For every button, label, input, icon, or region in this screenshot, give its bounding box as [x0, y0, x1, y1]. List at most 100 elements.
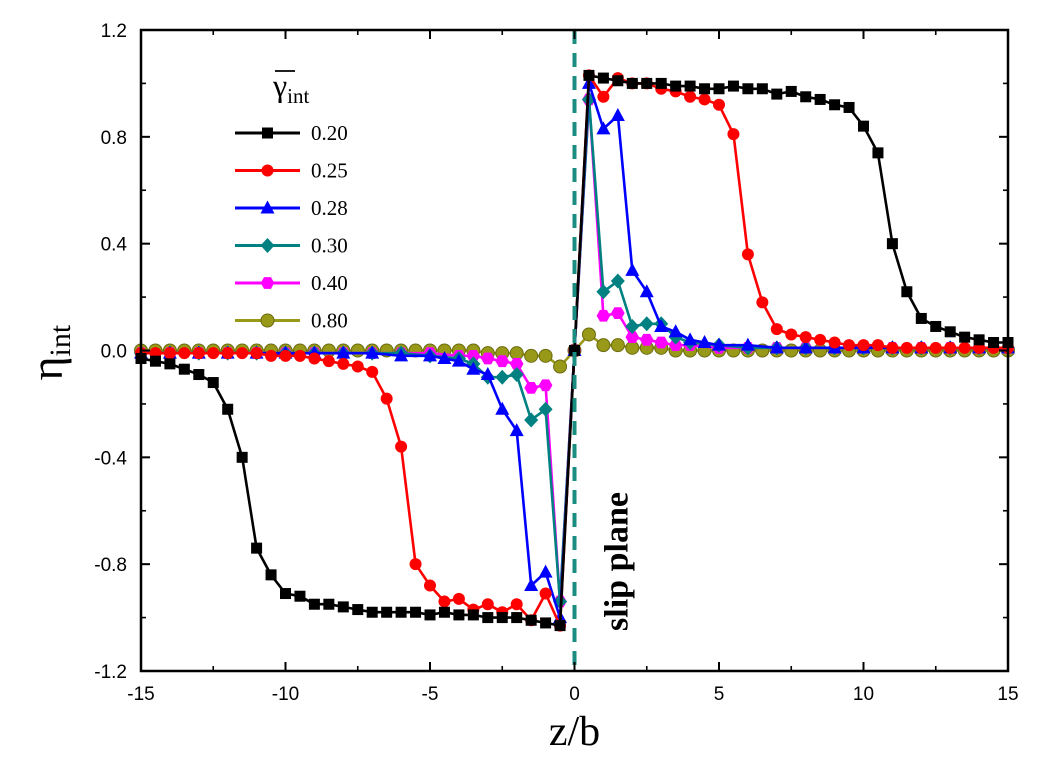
data-point-0.25 — [871, 339, 884, 352]
data-point-0.28 — [798, 340, 813, 354]
data-point-0.80 — [581, 327, 596, 342]
data-point-0.25 — [452, 592, 465, 605]
data-point-0.25 — [322, 355, 335, 368]
data-point-0.20 — [178, 363, 190, 375]
data-point-0.28 — [423, 348, 437, 362]
data-point-0.25 — [279, 349, 292, 362]
data-point-0.20 — [800, 91, 812, 103]
data-point-0.20 — [395, 606, 407, 618]
data-point-0.25 — [207, 347, 220, 360]
data-point-0.80 — [524, 348, 539, 363]
data-point-0.25 — [192, 347, 205, 360]
legend-item-0.25: 0.25 — [235, 159, 348, 183]
data-point-0.25 — [741, 248, 754, 261]
x-tick-label: 15 — [997, 684, 1018, 705]
y-tick-label: 1.2 — [101, 21, 127, 42]
data-point-0.40 — [611, 307, 625, 319]
data-point-0.20 — [641, 77, 653, 89]
data-point-0.20 — [511, 612, 523, 624]
data-point-0.80 — [553, 359, 568, 374]
data-point-0.30 — [596, 284, 611, 300]
data-point-0.28 — [712, 337, 726, 351]
data-point-0.80 — [538, 348, 553, 363]
data-point-0.28 — [654, 318, 669, 332]
legend-item-0.28: 0.28 — [235, 196, 348, 220]
data-point-0.20 — [193, 369, 205, 381]
data-point-0.20 — [756, 83, 768, 95]
data-point-0.20 — [438, 606, 450, 618]
data-point-0.25 — [929, 341, 942, 354]
y-axis-title: ηint — [21, 324, 77, 380]
data-point-0.20 — [251, 542, 263, 554]
legend-marker — [260, 238, 275, 253]
data-point-0.28 — [495, 401, 510, 415]
legend-marker — [261, 164, 274, 177]
data-point-0.20 — [569, 345, 580, 356]
x-axis-title: z/b — [549, 709, 600, 755]
y-axis-title-sub: int — [44, 324, 77, 356]
data-point-0.20 — [280, 588, 291, 600]
data-point-0.20 — [886, 238, 898, 250]
data-point-0.20 — [814, 93, 826, 105]
legend-marker — [260, 313, 275, 328]
legend-label: 0.25 — [311, 159, 348, 183]
data-point-0.80 — [350, 343, 365, 358]
data-point-0.25 — [293, 349, 306, 362]
data-point-0.20 — [829, 99, 841, 111]
data-point-0.28 — [683, 332, 698, 346]
data-point-0.80 — [784, 343, 799, 358]
data-point-0.25 — [698, 93, 711, 106]
legend-marker — [260, 200, 275, 214]
data-point-0.25 — [843, 339, 856, 352]
data-point-0.25 — [958, 341, 971, 354]
data-point-0.20 — [771, 88, 783, 100]
data-point-0.20 — [149, 355, 161, 367]
x-tick-label: 0 — [569, 684, 580, 705]
x-tick-label: -15 — [127, 684, 154, 705]
data-point-0.40 — [654, 336, 668, 349]
legend: γint 0.20 0.25 0.28 0.30 0.40 0.80 — [235, 67, 348, 333]
data-point-0.28 — [336, 345, 351, 359]
data-point-0.20 — [164, 358, 176, 370]
data-point-0.25 — [727, 128, 740, 141]
data-point-0.20 — [626, 77, 638, 89]
data-point-0.20 — [742, 83, 754, 95]
legend-marker — [260, 277, 275, 289]
data-point-0.28 — [596, 121, 611, 135]
data-point-0.80 — [321, 343, 336, 358]
data-point-0.40 — [466, 349, 481, 362]
data-point-0.25 — [886, 341, 899, 354]
data-point-0.30 — [495, 369, 510, 385]
y-tick-label: -0.8 — [94, 555, 127, 576]
data-point-0.80 — [813, 343, 828, 358]
data-point-0.20 — [381, 606, 393, 618]
y-tick-label: -0.4 — [94, 448, 127, 469]
data-point-0.28 — [639, 284, 654, 298]
x-tick-label: -10 — [272, 684, 299, 705]
data-point-0.28 — [509, 423, 524, 437]
data-point-0.25 — [236, 347, 249, 360]
data-point-0.25 — [395, 440, 408, 453]
data-point-0.30 — [639, 316, 654, 332]
data-point-0.25 — [308, 352, 321, 365]
y-tick-label: 0.8 — [101, 128, 127, 149]
x-tick-label: 10 — [853, 684, 874, 705]
data-point-0.20 — [222, 403, 234, 415]
data-point-0.40 — [524, 382, 538, 394]
data-point-0.20 — [424, 609, 436, 621]
x-tick-label: 5 — [714, 684, 725, 705]
data-point-0.20 — [785, 85, 797, 97]
data-point-0.40 — [481, 352, 495, 365]
data-point-0.20 — [337, 601, 349, 613]
data-point-0.20 — [612, 75, 624, 87]
data-point-0.25 — [250, 347, 263, 360]
legend-label: 0.30 — [311, 234, 348, 258]
data-point-0.28 — [466, 361, 481, 375]
data-point-0.30 — [524, 412, 539, 428]
data-point-0.20 — [713, 83, 725, 95]
data-point-0.20 — [901, 286, 913, 298]
ticks-layer: -15 -10 -5 0 5 10 15 -1.2 -0.8 -0.4 0.0 0.4 0.8 1.2 — [94, 21, 1018, 705]
data-point-0.28 — [740, 337, 755, 351]
data-point-0.25 — [424, 579, 436, 592]
